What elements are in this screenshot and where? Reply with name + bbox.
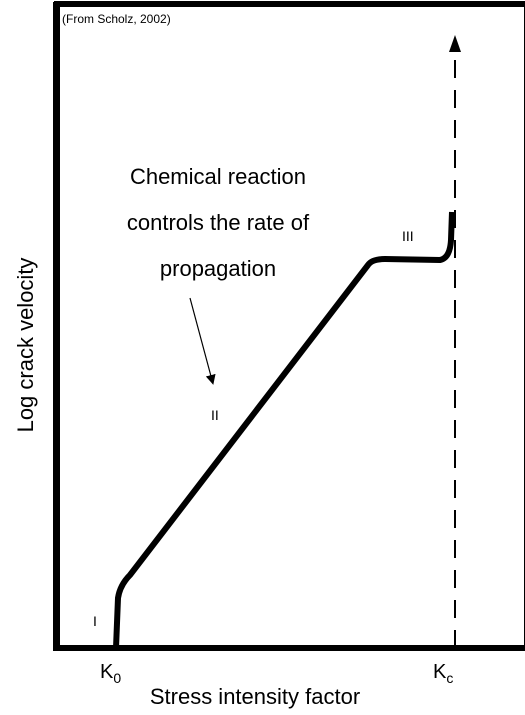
kc-label: Kc (433, 661, 453, 686)
k0-label: K0 (100, 661, 121, 686)
y-axis-label: Log crack velocity (13, 258, 38, 433)
annotation-line: propagation (160, 256, 276, 281)
annotation-arrow (189, 297, 216, 385)
arrow-head (449, 35, 461, 52)
crack-curve (113, 211, 455, 649)
x-axis-label: Stress intensity factor (150, 684, 360, 709)
region-label: II (211, 407, 219, 423)
region-label: I (93, 613, 97, 629)
source-note: (From Scholz, 2002) (62, 12, 171, 26)
annotation-line: Chemical reaction (130, 164, 306, 189)
region-label: III (402, 228, 414, 244)
annotation-line: controls the rate of (127, 210, 310, 235)
